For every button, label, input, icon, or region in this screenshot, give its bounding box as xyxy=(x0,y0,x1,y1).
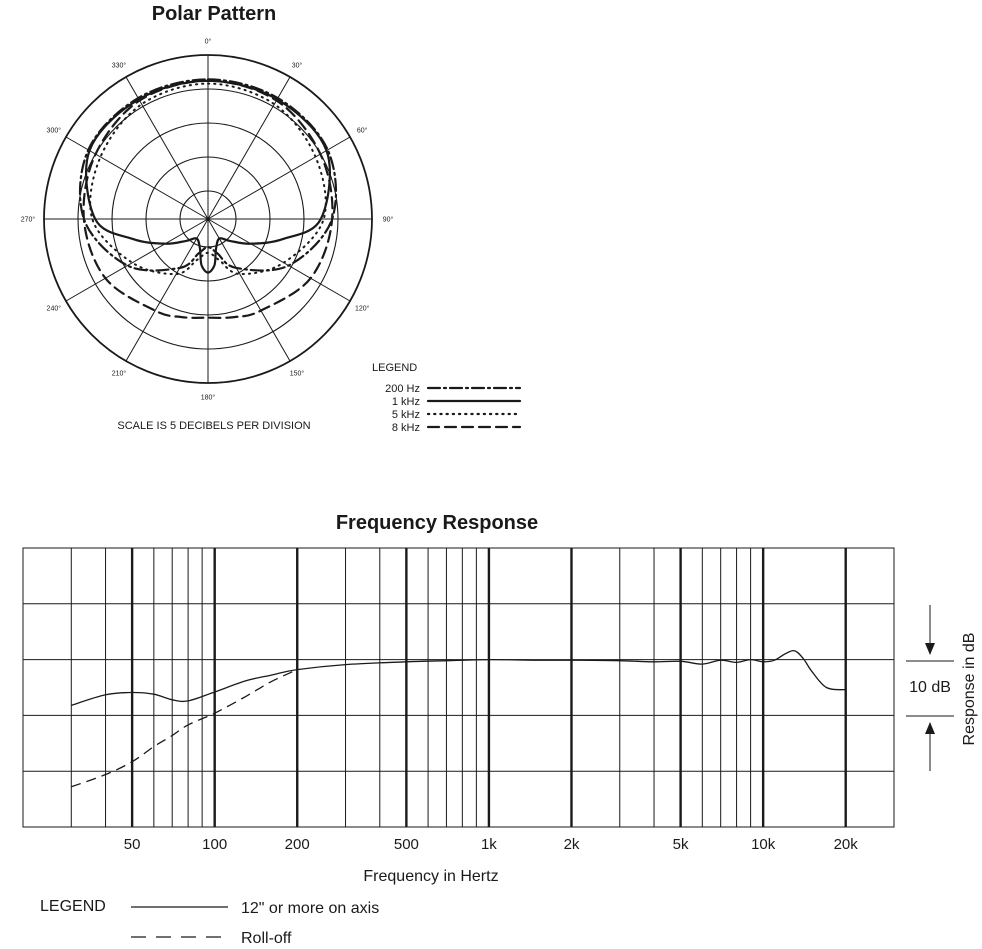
polar-series xyxy=(78,78,338,319)
polar-legend-label: 1 kHz xyxy=(392,396,420,408)
frequency-legend-items: 12" or more on axis Roll-off xyxy=(131,900,379,947)
polar-spoke xyxy=(125,218,209,362)
frequency-scale-marker: 10 dB xyxy=(906,605,954,771)
polar-angle-label: 300° xyxy=(47,127,62,135)
polar-angle-label: 180° xyxy=(201,394,216,402)
polar-angle-label: 60° xyxy=(357,127,368,135)
polar-series-line xyxy=(82,79,334,319)
polar-angle-label: 270° xyxy=(21,216,36,224)
polar-angle-label: 330° xyxy=(112,61,127,69)
polar-spokes xyxy=(44,55,372,383)
polar-series-line xyxy=(89,82,327,276)
polar-spoke xyxy=(207,218,291,362)
frequency-tick-labels: 50 100 200 500 1k 2k 5k 10k 20k xyxy=(124,836,859,853)
polar-title: Polar Pattern xyxy=(152,3,276,25)
scale-arrow-down-icon xyxy=(925,643,935,655)
frequency-legend-title: LEGEND xyxy=(40,898,106,915)
frequency-tick-label: 500 xyxy=(394,836,419,853)
polar-spoke xyxy=(207,218,351,302)
frequency-tick-label: 20k xyxy=(834,836,859,853)
frequency-series-line xyxy=(71,649,846,707)
polar-angle-label: 240° xyxy=(47,305,62,313)
frequency-series-line xyxy=(71,669,298,788)
polar-series-line xyxy=(85,79,331,274)
frequency-grid xyxy=(23,548,894,827)
frequency-tick-label: 50 xyxy=(124,836,141,853)
polar-angle-label: 0° xyxy=(205,38,212,46)
frequency-xlabel: Frequency in Hertz xyxy=(363,868,498,885)
frequency-tick-label: 100 xyxy=(202,836,227,853)
polar-scale-note: SCALE IS 5 DECIBELS PER DIVISION xyxy=(117,420,310,432)
frequency-tick-label: 10k xyxy=(751,836,776,853)
polar-series-line xyxy=(78,78,338,272)
frequency-tick-label: 200 xyxy=(285,836,310,853)
polar-angle-label: 30° xyxy=(292,61,303,69)
polar-spoke xyxy=(65,218,209,302)
frequency-plot-frame xyxy=(22,547,895,828)
frequency-legend-label: Roll-off xyxy=(241,930,292,947)
frequency-tick-label: 5k xyxy=(673,836,689,853)
polar-legend-title: LEGEND xyxy=(372,362,417,374)
polar-spoke xyxy=(207,136,351,220)
polar-legend-label: 200 Hz xyxy=(385,383,420,395)
frequency-tick-label: 2k xyxy=(564,836,580,853)
frequency-legend: LEGEND 12" or more on axis Roll-off xyxy=(40,898,379,947)
frequency-title: Frequency Response xyxy=(336,512,538,534)
polar-chart: Polar Pattern 0° 30° 60° 90° 120° 150° 180° 210… xyxy=(21,3,522,434)
polar-legend-label: 8 kHz xyxy=(392,422,420,434)
frequency-ylabel: Response in dB xyxy=(961,633,978,746)
polar-angle-label: 150° xyxy=(290,370,305,378)
frequency-tick-label: 1k xyxy=(481,836,497,853)
frequency-legend-label: 12" or more on axis xyxy=(241,900,379,917)
polar-angle-label: 90° xyxy=(383,216,394,224)
scale-marker-label: 10 dB xyxy=(909,679,951,696)
frequency-chart: Frequency Response 50 100 200 500 1k 2k 5k 10k 2… xyxy=(22,512,978,947)
polar-angle-labels: 0° 30° 60° 90° 120° 150° 180° 210° 240° 270° 300° 3… xyxy=(21,38,394,402)
polar-angle-label: 120° xyxy=(355,305,370,313)
polar-angle-label: 210° xyxy=(112,370,127,378)
frequency-series xyxy=(71,649,846,788)
polar-legend-label: 5 kHz xyxy=(392,409,420,421)
